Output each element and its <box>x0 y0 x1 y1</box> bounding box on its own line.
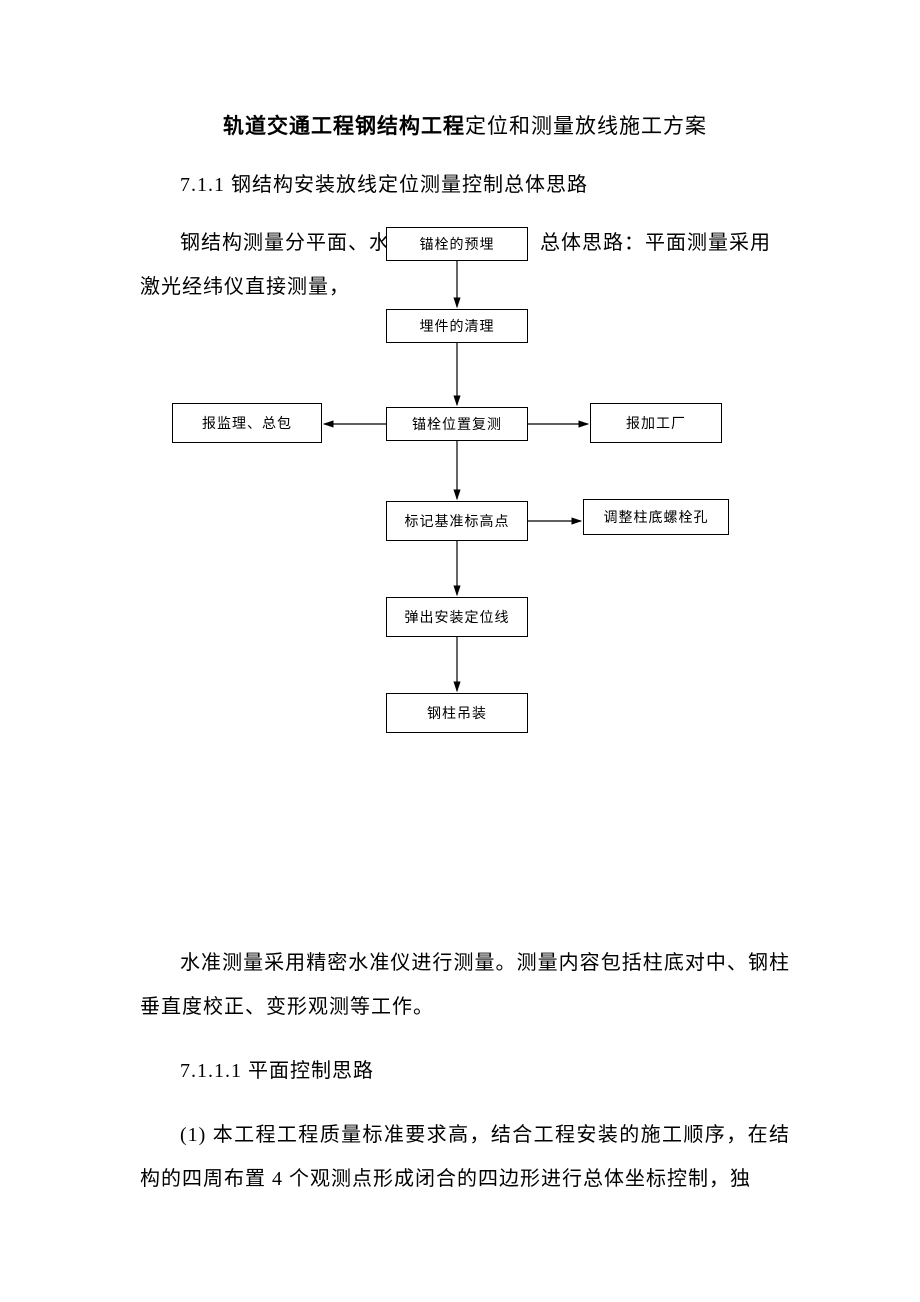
flow-node-3-left: 报监理、总包 <box>172 403 322 443</box>
flow-node-1: 锚栓的预埋 <box>386 227 528 261</box>
title-bold: 轨道交通工程钢结构工程 <box>223 114 465 138</box>
flow-node-6: 钢柱吊装 <box>386 693 528 733</box>
flow-node-3: 锚栓位置复测 <box>386 407 528 441</box>
title-normal: 定位和测量放线施工方案 <box>465 114 707 138</box>
page-title: 轨道交通工程钢结构工程定位和测量放线施工方案 <box>140 110 790 140</box>
paragraph-2: 水准测量采用精密水准仪进行测量。测量内容包括柱底对中、钢柱垂直度校正、变形观测等… <box>140 941 790 1029</box>
intro-text-1b: 总体思路：平面测量采用 <box>540 221 771 265</box>
subsection-heading: 7.1.1.1 平面控制思路 <box>140 1049 790 1093</box>
section-heading: 7.1.1 钢结构安装放线定位测量控制总体思路 <box>140 168 790 197</box>
flowchart-region: 钢结构测量分平面、水 总体思路：平面测量采用 激光经纬仪直接测量， 锚栓的预埋 … <box>140 221 790 781</box>
flow-node-3-right: 报加工厂 <box>590 403 722 443</box>
flow-node-4: 标记基准标高点 <box>386 501 528 541</box>
paragraph-3: (1) 本工程工程质量标准要求高，结合工程安装的施工顺序，在结构的四周布置 4 … <box>140 1113 790 1201</box>
intro-text-2: 激光经纬仪直接测量， <box>140 265 350 309</box>
flow-node-2: 埋件的清理 <box>386 309 528 343</box>
intro-text-1a: 钢结构测量分平面、水 <box>180 221 390 265</box>
flow-node-5: 弹出安装定位线 <box>386 597 528 637</box>
flow-node-4-right: 调整柱底螺栓孔 <box>583 499 729 535</box>
